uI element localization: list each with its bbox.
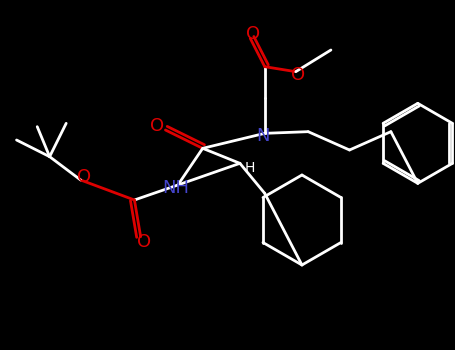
- Text: O: O: [151, 117, 165, 135]
- Text: O: O: [76, 168, 91, 186]
- Text: NH: NH: [162, 179, 189, 197]
- Text: O: O: [246, 25, 260, 43]
- Text: O: O: [136, 233, 151, 251]
- Text: H: H: [245, 161, 255, 175]
- Text: O: O: [291, 66, 305, 84]
- Text: N: N: [256, 127, 269, 145]
